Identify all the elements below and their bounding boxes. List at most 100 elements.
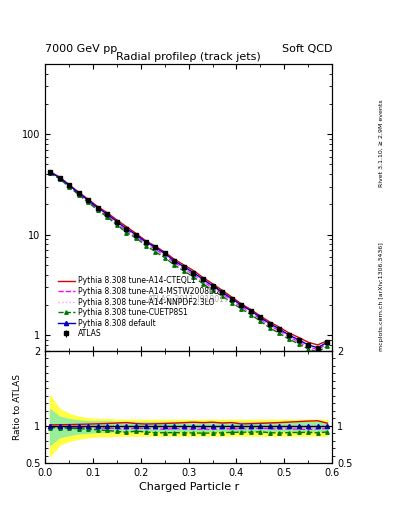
Pythia 8.308 tune-A14-CTEQL1	[95, 204, 100, 210]
Pythia 8.308 tune-A14-CTEQL1	[201, 274, 206, 281]
Pythia 8.308 tune-A14-NNPDF2.3LO	[277, 327, 282, 333]
Pythia 8.308 tune-A14-NNPDF2.3LO	[296, 337, 301, 344]
Pythia 8.308 default	[95, 205, 100, 211]
Pythia 8.308 default	[124, 225, 129, 231]
Pythia 8.308 tune-A14-CTEQL1	[182, 262, 186, 268]
Line: Pythia 8.308 tune-A14-CTEQL1: Pythia 8.308 tune-A14-CTEQL1	[50, 172, 327, 345]
Pythia 8.308 tune-A14-CTEQL1	[172, 256, 177, 262]
Pythia 8.308 tune-A14-MSTW2008LO	[277, 328, 282, 334]
Text: mcplots.cern.ch [arXiv:1306.3436]: mcplots.cern.ch [arXiv:1306.3436]	[379, 243, 384, 351]
Pythia 8.308 tune-CUETP8S1	[105, 214, 110, 220]
Pythia 8.308 tune-CUETP8S1	[315, 349, 320, 355]
Pythia 8.308 tune-A14-NNPDF2.3LO	[191, 271, 196, 277]
Pythia 8.308 tune-A14-NNPDF2.3LO	[57, 175, 62, 181]
Pythia 8.308 default	[277, 326, 282, 332]
Pythia 8.308 tune-A14-NNPDF2.3LO	[201, 278, 206, 284]
Pythia 8.308 tune-CUETP8S1	[134, 235, 138, 241]
Text: 7000 GeV pp: 7000 GeV pp	[45, 44, 118, 54]
Pythia 8.308 tune-A14-NNPDF2.3LO	[172, 259, 177, 265]
Pythia 8.308 tune-A14-CTEQL1	[86, 196, 90, 202]
Pythia 8.308 tune-A14-MSTW2008LO	[201, 278, 206, 284]
Pythia 8.308 tune-A14-MSTW2008LO	[67, 183, 72, 189]
Pythia 8.308 tune-A14-MSTW2008LO	[248, 309, 253, 315]
Pythia 8.308 tune-A14-MSTW2008LO	[325, 341, 330, 347]
Pythia 8.308 tune-A14-CTEQL1	[48, 168, 52, 175]
Pythia 8.308 tune-A14-NNPDF2.3LO	[115, 220, 119, 226]
Pythia 8.308 tune-A14-CTEQL1	[191, 267, 196, 273]
Pythia 8.308 tune-A14-NNPDF2.3LO	[248, 309, 253, 315]
Y-axis label: Ratio to ATLAS: Ratio to ATLAS	[13, 374, 22, 440]
Pythia 8.308 tune-A14-NNPDF2.3LO	[95, 205, 100, 211]
Text: Soft QCD: Soft QCD	[282, 44, 332, 54]
Pythia 8.308 default	[287, 332, 292, 338]
Pythia 8.308 tune-A14-CTEQL1	[134, 230, 138, 237]
Pythia 8.308 tune-A14-MSTW2008LO	[57, 175, 62, 181]
Pythia 8.308 tune-A14-NNPDF2.3LO	[143, 240, 148, 246]
Pythia 8.308 tune-CUETP8S1	[57, 176, 62, 182]
Pythia 8.308 default	[306, 342, 310, 348]
Text: ATLAS_2011_I919017: ATLAS_2011_I919017	[148, 294, 230, 304]
Pythia 8.308 tune-A14-NNPDF2.3LO	[306, 343, 310, 349]
Pythia 8.308 default	[57, 175, 62, 181]
Pythia 8.308 default	[315, 345, 320, 351]
Pythia 8.308 tune-A14-NNPDF2.3LO	[210, 284, 215, 290]
Pythia 8.308 default	[48, 169, 52, 175]
Pythia 8.308 tune-A14-MSTW2008LO	[105, 212, 110, 219]
Pythia 8.308 tune-CUETP8S1	[287, 336, 292, 343]
Pythia 8.308 tune-A14-MSTW2008LO	[296, 338, 301, 345]
Pythia 8.308 tune-A14-MSTW2008LO	[230, 297, 234, 304]
Pythia 8.308 tune-A14-CTEQL1	[248, 307, 253, 313]
Pythia 8.308 tune-CUETP8S1	[325, 343, 330, 349]
Pythia 8.308 default	[182, 264, 186, 270]
Pythia 8.308 default	[153, 244, 158, 250]
Pythia 8.308 tune-CUETP8S1	[268, 325, 272, 331]
Pythia 8.308 tune-CUETP8S1	[95, 207, 100, 214]
Pythia 8.308 tune-A14-MSTW2008LO	[210, 285, 215, 291]
Pythia 8.308 tune-A14-NNPDF2.3LO	[153, 245, 158, 251]
Pythia 8.308 tune-A14-MSTW2008LO	[268, 323, 272, 329]
X-axis label: Charged Particle r: Charged Particle r	[138, 482, 239, 493]
Pythia 8.308 tune-A14-NNPDF2.3LO	[67, 183, 72, 189]
Pythia 8.308 tune-A14-NNPDF2.3LO	[182, 265, 186, 271]
Pythia 8.308 default	[191, 269, 196, 275]
Pythia 8.308 default	[268, 321, 272, 327]
Pythia 8.308 tune-A14-CTEQL1	[162, 249, 167, 255]
Pythia 8.308 tune-CUETP8S1	[296, 341, 301, 347]
Pythia 8.308 tune-A14-NNPDF2.3LO	[239, 303, 244, 309]
Pythia 8.308 tune-A14-CTEQL1	[124, 224, 129, 230]
Pythia 8.308 tune-CUETP8S1	[220, 293, 224, 299]
Pythia 8.308 tune-A14-NNPDF2.3LO	[134, 232, 138, 239]
Pythia 8.308 tune-A14-NNPDF2.3LO	[287, 333, 292, 339]
Pythia 8.308 tune-A14-NNPDF2.3LO	[258, 315, 263, 322]
Pythia 8.308 default	[172, 258, 177, 264]
Pythia 8.308 tune-A14-MSTW2008LO	[86, 198, 90, 204]
Legend: Pythia 8.308 tune-A14-CTEQL1, Pythia 8.308 tune-A14-MSTW2008LO, Pythia 8.308 tun: Pythia 8.308 tune-A14-CTEQL1, Pythia 8.3…	[55, 273, 222, 341]
Pythia 8.308 tune-A14-MSTW2008LO	[306, 344, 310, 350]
Pythia 8.308 tune-CUETP8S1	[258, 318, 263, 324]
Pythia 8.308 default	[143, 239, 148, 245]
Pythia 8.308 tune-A14-NNPDF2.3LO	[48, 169, 52, 175]
Pythia 8.308 tune-A14-MSTW2008LO	[172, 259, 177, 265]
Pythia 8.308 tune-A14-MSTW2008LO	[153, 246, 158, 252]
Pythia 8.308 tune-A14-MSTW2008LO	[191, 271, 196, 278]
Pythia 8.308 tune-A14-NNPDF2.3LO	[86, 198, 90, 204]
Pythia 8.308 tune-A14-NNPDF2.3LO	[124, 227, 129, 233]
Pythia 8.308 default	[258, 314, 263, 321]
Pythia 8.308 default	[220, 289, 224, 295]
Pythia 8.308 tune-A14-MSTW2008LO	[287, 334, 292, 340]
Pythia 8.308 tune-A14-MSTW2008LO	[162, 252, 167, 259]
Pythia 8.308 tune-A14-CTEQL1	[76, 189, 81, 195]
Pythia 8.308 tune-A14-MSTW2008LO	[124, 227, 129, 233]
Pythia 8.308 tune-A14-CTEQL1	[115, 217, 119, 223]
Pythia 8.308 tune-A14-MSTW2008LO	[95, 206, 100, 212]
Pythia 8.308 tune-A14-MSTW2008LO	[76, 191, 81, 197]
Pythia 8.308 default	[248, 308, 253, 314]
Pythia 8.308 tune-A14-MSTW2008LO	[239, 304, 244, 310]
Line: Pythia 8.308 tune-A14-NNPDF2.3LO: Pythia 8.308 tune-A14-NNPDF2.3LO	[50, 172, 327, 349]
Pythia 8.308 tune-CUETP8S1	[210, 287, 215, 293]
Pythia 8.308 tune-CUETP8S1	[115, 222, 119, 228]
Pythia 8.308 tune-A14-MSTW2008LO	[134, 233, 138, 239]
Pythia 8.308 default	[134, 231, 138, 238]
Pythia 8.308 tune-CUETP8S1	[182, 268, 186, 274]
Pythia 8.308 default	[296, 337, 301, 343]
